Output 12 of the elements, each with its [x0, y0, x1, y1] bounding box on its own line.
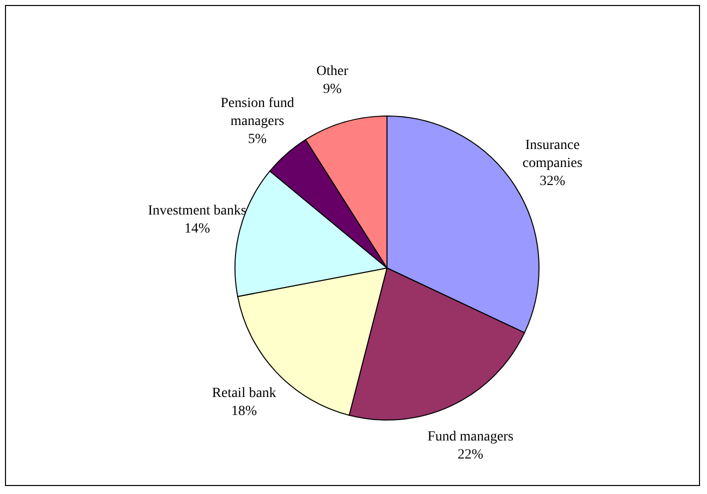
slice-label: Pension fund managers	[220, 95, 294, 128]
slice-label: Insurance companies	[522, 137, 582, 170]
data-label: 14%	[184, 220, 210, 236]
slice-label: Retail bank	[212, 386, 276, 401]
slice-label: Other	[316, 63, 349, 78]
data-label: 22%	[458, 446, 484, 462]
data-label: 5%	[248, 131, 268, 146]
data-label: 9%	[322, 81, 342, 96]
slice-label: Investment banks	[148, 202, 246, 218]
data-label: 32%	[540, 173, 566, 188]
data-label: 18%	[231, 404, 258, 419]
slice-label: Fund managers	[427, 428, 514, 444]
